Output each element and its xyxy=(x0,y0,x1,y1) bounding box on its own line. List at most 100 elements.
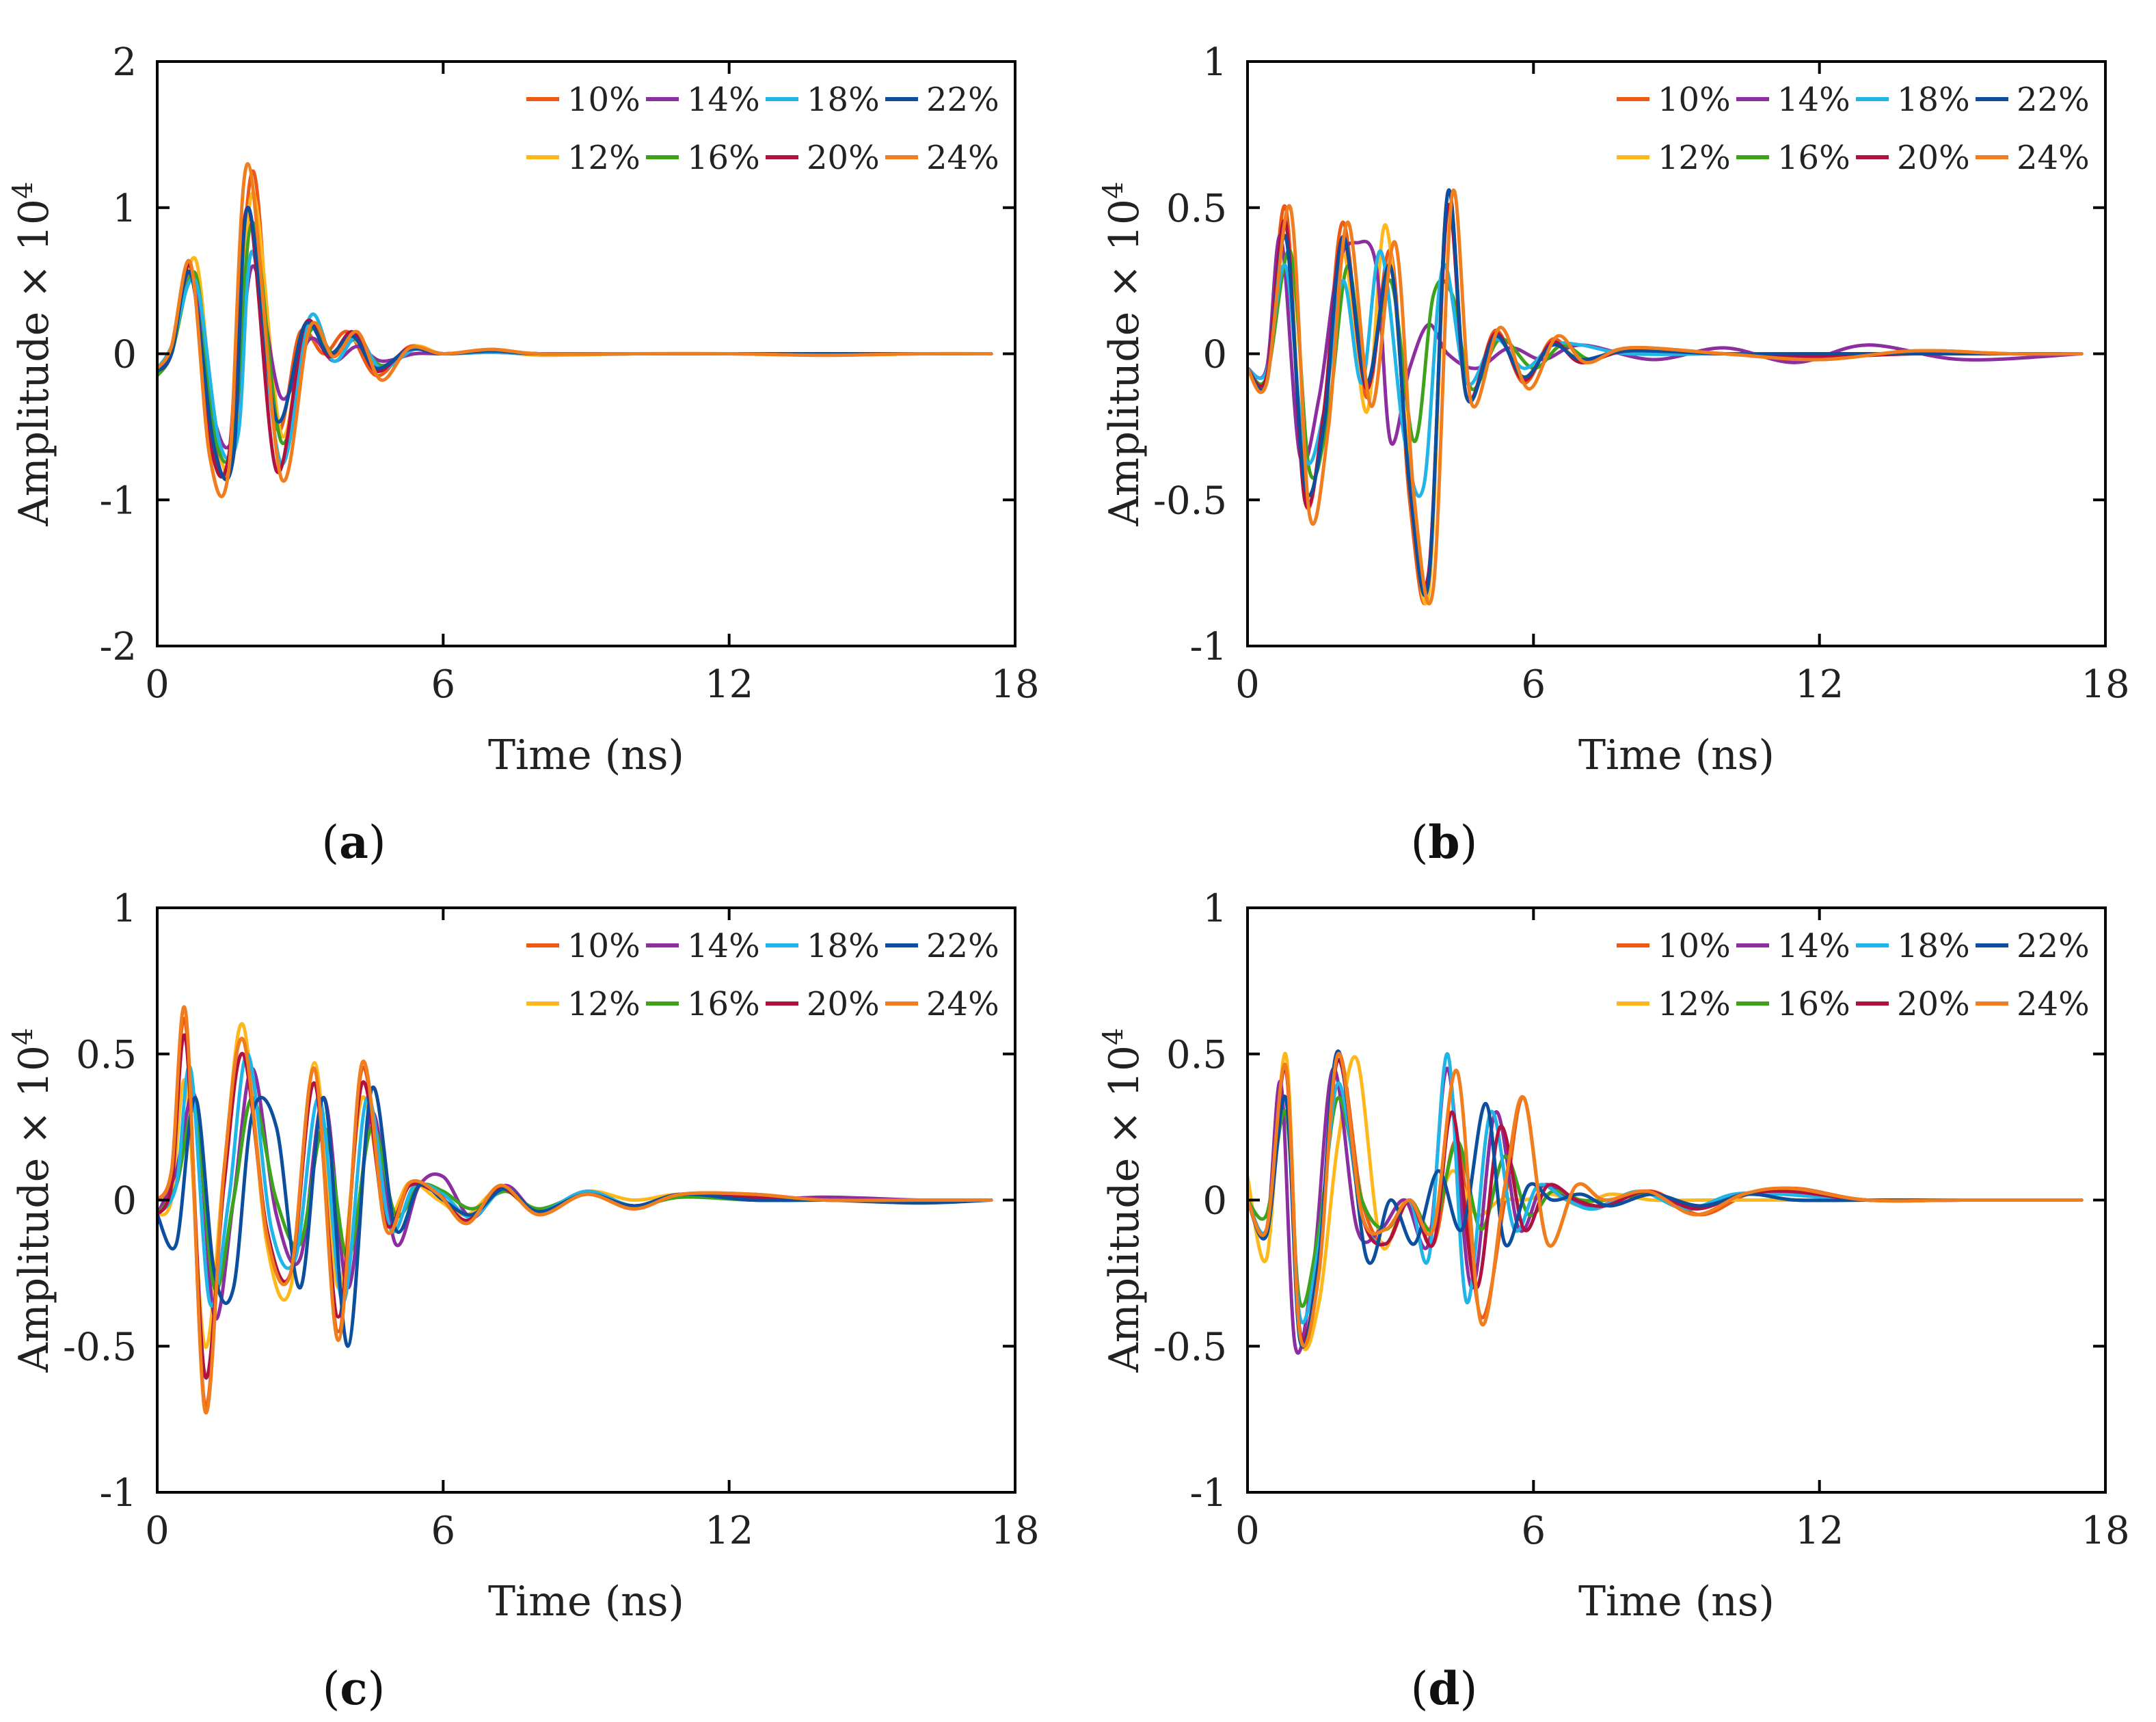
legend-item-12pct: 12% xyxy=(526,985,641,1023)
legend-label: 14% xyxy=(687,927,760,965)
legend-label: 18% xyxy=(1897,927,1970,965)
legend-label: 24% xyxy=(2017,985,2090,1023)
legend-label: 24% xyxy=(926,139,999,177)
x-axis-label: Time (ns) xyxy=(1578,1578,1775,1626)
legend-item-14pct: 14% xyxy=(646,927,760,965)
series-group xyxy=(1248,1049,2084,1355)
y-axis-label-exponent: 4 xyxy=(1098,1028,1129,1045)
legend-item-10pct: 10% xyxy=(526,81,641,119)
x-tick-label: 18 xyxy=(2081,662,2129,707)
y-tick-label: -0.5 xyxy=(63,1325,137,1369)
series-line-22pct xyxy=(157,206,993,482)
panel-caption: (c) xyxy=(323,1662,386,1715)
series-group xyxy=(157,1005,993,1415)
legend-item-22pct: 22% xyxy=(1976,927,2090,965)
y-axis-label-text: Amplitude × 10 xyxy=(10,199,58,526)
x-tick-label: 6 xyxy=(431,1509,456,1553)
y-tick-label: -1 xyxy=(99,1471,137,1516)
legend-label: 14% xyxy=(1777,927,1850,965)
legend-item-22pct: 22% xyxy=(885,81,999,119)
legend-item-14pct: 14% xyxy=(646,81,760,119)
x-tick-label: 0 xyxy=(1235,1509,1260,1553)
legend-item-16pct: 16% xyxy=(646,139,760,177)
legend-item-18pct: 18% xyxy=(766,81,880,119)
legend-item-10pct: 10% xyxy=(526,927,641,965)
x-tick-label: 18 xyxy=(991,662,1039,707)
y-axis-label-exponent: 4 xyxy=(8,182,39,199)
legend-label: 20% xyxy=(1897,985,1970,1023)
legend-item-20pct: 20% xyxy=(766,985,880,1023)
y-axis-label-exponent: 4 xyxy=(1098,182,1129,199)
x-tick-label: 6 xyxy=(431,662,456,707)
panel-caption-letter: a xyxy=(339,816,368,869)
series-line-18pct xyxy=(1248,1052,2084,1325)
legend-label: 10% xyxy=(567,927,641,965)
y-axis-label-text: Amplitude × 10 xyxy=(1101,1045,1148,1373)
y-axis-label: Amplitude × 104 xyxy=(8,182,58,527)
y-tick-label: -2 xyxy=(99,625,137,669)
y-tick-label: 1 xyxy=(112,887,137,931)
x-tick-label: 12 xyxy=(1795,1509,1844,1553)
series-line-10pct xyxy=(157,1017,993,1409)
legend-item-20pct: 20% xyxy=(766,139,880,177)
series-line-20pct xyxy=(1248,203,2084,589)
legend-item-12pct: 12% xyxy=(526,139,641,177)
legend-label: 24% xyxy=(2017,139,2090,177)
y-axis-label-text: Amplitude × 10 xyxy=(1101,199,1148,526)
y-tick-label: 1 xyxy=(1202,887,1227,931)
x-tick-label: 0 xyxy=(145,1509,170,1553)
legend-item-16pct: 16% xyxy=(1736,139,1850,177)
y-tick-label: -1 xyxy=(1189,625,1227,669)
x-tick-label: 6 xyxy=(1522,1509,1546,1553)
x-tick-label: 0 xyxy=(1235,662,1260,707)
legend-label: 20% xyxy=(807,985,880,1023)
legend-item-12pct: 12% xyxy=(1617,985,1731,1023)
legend-label: 14% xyxy=(1777,81,1850,119)
legend-item-24pct: 24% xyxy=(1976,985,2090,1023)
y-axis-label: Amplitude × 104 xyxy=(1098,1028,1148,1373)
legend-item-18pct: 18% xyxy=(1856,81,1970,119)
x-axis-label: Time (ns) xyxy=(1578,731,1775,779)
legend-label: 16% xyxy=(1777,985,1850,1023)
series-line-24pct xyxy=(157,162,993,498)
legend-item-24pct: 24% xyxy=(885,139,999,177)
legend-item-10pct: 10% xyxy=(1617,927,1731,965)
legend-label: 20% xyxy=(807,139,880,177)
panel-caption-letter: c xyxy=(340,1662,367,1715)
y-tick-label: 0 xyxy=(112,1179,137,1224)
legend-label: 18% xyxy=(807,927,880,965)
y-axis-label: Amplitude × 104 xyxy=(1098,182,1148,527)
legend-item-14pct: 14% xyxy=(1736,927,1850,965)
legend-label: 12% xyxy=(1658,985,1731,1023)
y-axis-label-exponent: 4 xyxy=(8,1028,39,1045)
series-line-14pct xyxy=(1248,1066,2084,1355)
x-axis-label: Time (ns) xyxy=(488,731,684,779)
legend-label: 10% xyxy=(1658,927,1731,965)
panel-caption: (a) xyxy=(321,816,386,869)
y-tick-label: 1 xyxy=(112,187,137,231)
y-tick-label: -1 xyxy=(1189,1471,1227,1516)
series-line-20pct xyxy=(157,1033,993,1380)
legend-label: 24% xyxy=(926,985,999,1023)
y-tick-label: 1 xyxy=(1202,40,1227,85)
x-tick-label: 6 xyxy=(1522,662,1546,707)
legend-item-18pct: 18% xyxy=(766,927,880,965)
legend-label: 22% xyxy=(926,81,999,119)
legend-item-20pct: 20% xyxy=(1856,985,1970,1023)
legend-label: 10% xyxy=(1658,81,1731,119)
chart-panel-b: 0 6 12 18 -1 -0.5 0 0.5 1 Time (ns) Amplitude × 10… xyxy=(1098,40,2130,869)
y-tick-label: 0.5 xyxy=(76,1033,137,1077)
legend-item-24pct: 24% xyxy=(1976,139,2090,177)
legend-item-16pct: 16% xyxy=(646,985,760,1023)
legend-label: 10% xyxy=(567,81,641,119)
legend-item-20pct: 20% xyxy=(1856,139,1970,177)
y-tick-label: -1 xyxy=(99,479,137,523)
x-tick-label: 0 xyxy=(145,662,170,707)
y-tick-label: -0.5 xyxy=(1153,1325,1227,1369)
series-group xyxy=(157,162,993,498)
legend-item-24pct: 24% xyxy=(885,985,999,1023)
y-tick-label: 0.5 xyxy=(1166,1033,1227,1077)
panel-caption-letter: d xyxy=(1428,1662,1459,1715)
x-tick-label: 18 xyxy=(2081,1509,2129,1553)
